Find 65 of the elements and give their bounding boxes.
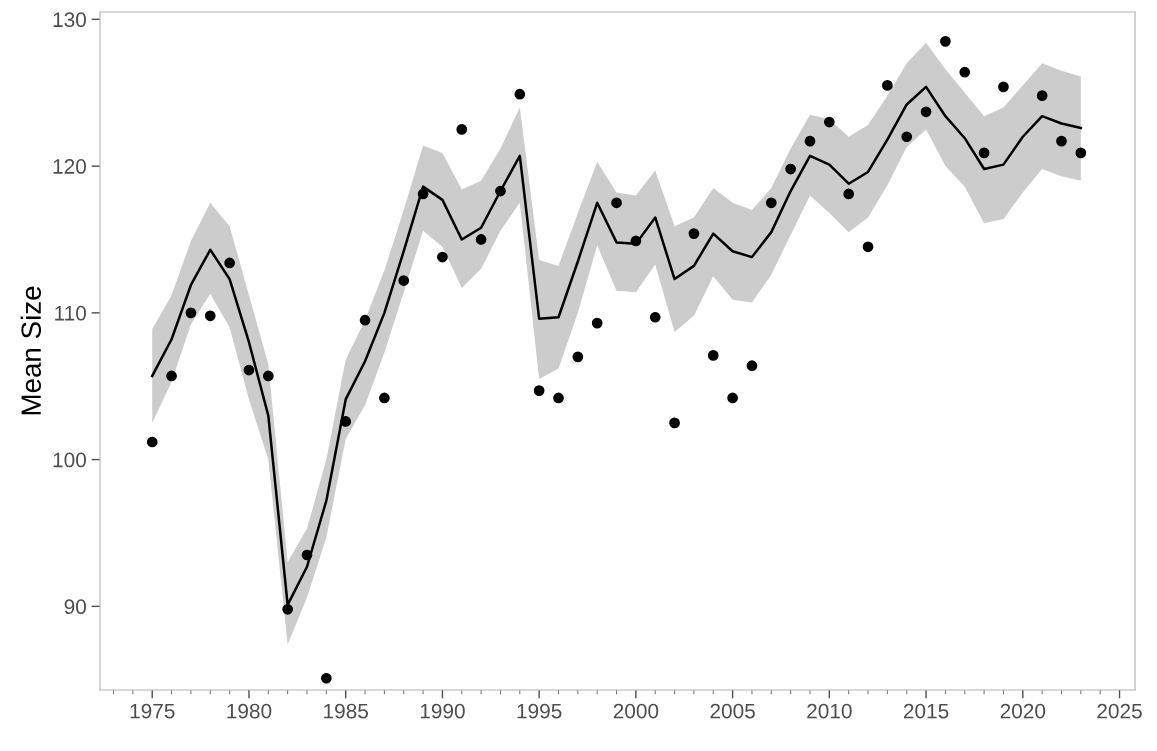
y-axis-title: Mean Size: [20, 286, 41, 415]
point: [804, 135, 816, 147]
point: [224, 257, 235, 269]
point: [882, 80, 893, 91]
point: [572, 351, 584, 363]
x-tick-label: 1975: [130, 703, 175, 719]
y-tick-label: 130: [53, 12, 86, 28]
point: [843, 188, 855, 200]
point: [398, 275, 410, 286]
point: [166, 370, 177, 382]
x-tick-label: 1995: [517, 703, 562, 719]
x-tick-label: 2020: [1000, 703, 1046, 719]
point: [437, 251, 448, 263]
point: [379, 392, 390, 404]
point: [204, 310, 216, 322]
point: [746, 360, 758, 372]
point: [1036, 90, 1048, 102]
point: [688, 228, 700, 239]
point: [243, 364, 255, 376]
point: [495, 185, 506, 197]
x-tick-label: 2000: [613, 703, 659, 719]
x-tick-label: 1980: [227, 703, 272, 719]
y-tick-label: 90: [64, 599, 86, 615]
x-tick-label: 2025: [1097, 703, 1142, 719]
point: [785, 163, 796, 175]
x-tick-label: 2010: [807, 703, 852, 719]
y-tick-label: 100: [53, 452, 86, 468]
point: [591, 317, 603, 329]
point: [978, 147, 990, 159]
point: [823, 116, 835, 128]
point: [630, 235, 642, 247]
point: [475, 234, 487, 245]
point: [359, 314, 371, 326]
point: [998, 81, 1009, 93]
point: [727, 392, 738, 404]
point: [765, 197, 777, 209]
point: [514, 88, 526, 100]
point: [649, 311, 661, 323]
point: [301, 549, 313, 561]
point: [959, 66, 971, 78]
point: [901, 131, 913, 143]
point: [417, 188, 429, 200]
x-tick-label: 2015: [903, 703, 949, 719]
x-tick-label: 2005: [710, 703, 755, 719]
point: [862, 241, 874, 253]
point: [282, 603, 294, 615]
point: [553, 392, 564, 404]
x-tick-label: 1990: [420, 703, 465, 719]
point: [611, 197, 622, 209]
point: [320, 672, 332, 684]
point: [456, 124, 468, 135]
point: [185, 307, 197, 319]
point: [1075, 147, 1087, 159]
point: [1056, 135, 1067, 147]
x-tick-label: 1985: [324, 703, 368, 719]
point: [669, 417, 680, 429]
point: [340, 416, 352, 427]
y-tick-label: 120: [53, 159, 86, 174]
point: [940, 35, 951, 47]
point: [707, 350, 719, 361]
point: [920, 106, 932, 118]
point: [146, 436, 158, 448]
point: [262, 370, 274, 382]
point: [533, 385, 545, 396]
y-tick-label: 110: [55, 305, 86, 321]
